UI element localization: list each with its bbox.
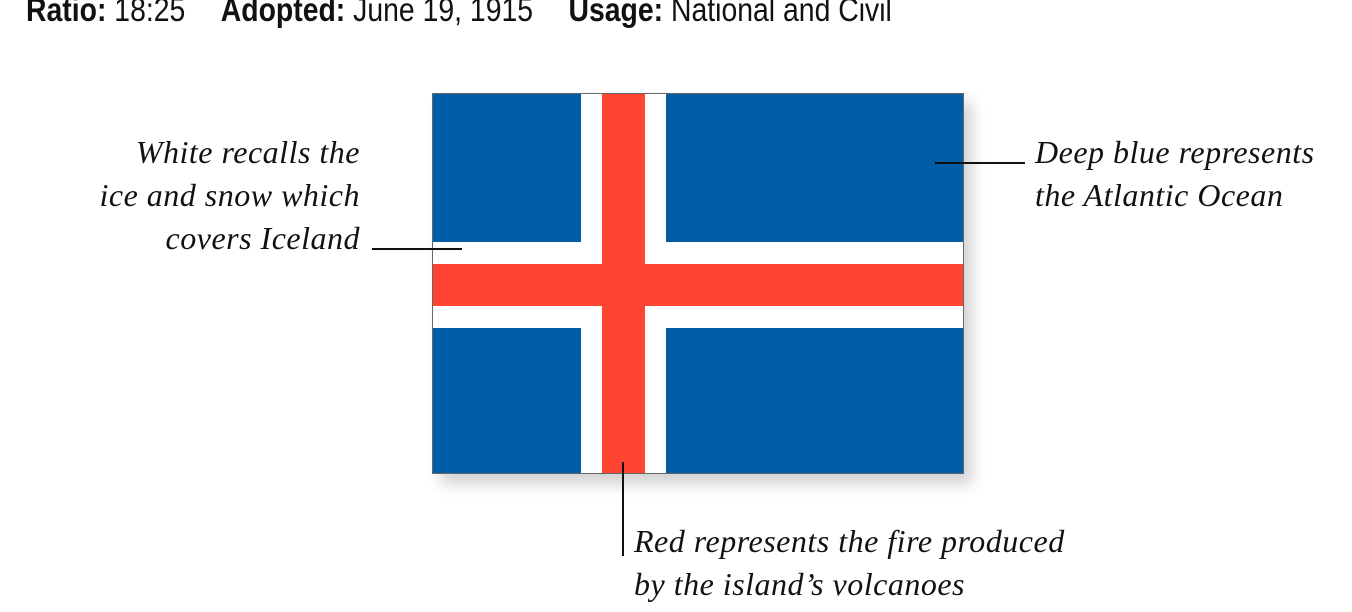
blue-annotation-line: Deep blue represents (1035, 134, 1315, 170)
ratio-value: 18:25 (114, 0, 186, 28)
iceland-flag (432, 93, 964, 474)
white-leader-line (372, 248, 462, 250)
white-annotation-line: White recalls the (135, 134, 360, 170)
blue-leader-line (935, 162, 1025, 164)
white-annotation-line: ice and snow which (99, 177, 360, 213)
adopted-value: June 19, 1915 (353, 0, 534, 28)
blue-annotation-line: the Atlantic Ocean (1035, 177, 1284, 213)
flag-facts: Ratio: 18:25 Adopted: June 19, 1915 Usag… (26, 0, 892, 29)
adopted-label: Adopted: (220, 0, 346, 28)
red-leader-line (622, 462, 624, 556)
blue-annotation: Deep blue represents the Atlantic Ocean (1035, 131, 1315, 217)
red-annotation-line: by the island’s volcanoes (634, 566, 965, 602)
red-annotation: Red represents the fire produced by the … (634, 520, 1065, 606)
usage-label: Usage: (568, 0, 664, 28)
red-cross-horizontal (433, 264, 963, 306)
ratio-label: Ratio: (26, 0, 107, 28)
usage-value: National and Civil (670, 0, 892, 28)
white-annotation-line: covers Iceland (165, 220, 360, 256)
red-annotation-line: Red represents the fire produced (634, 523, 1065, 559)
white-annotation: White recalls the ice and snow which cov… (99, 131, 360, 260)
